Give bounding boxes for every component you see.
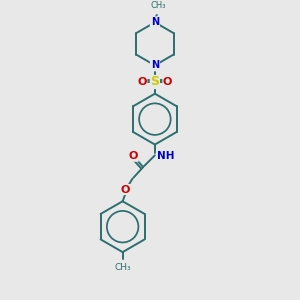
Text: S: S [150,76,159,88]
Text: N: N [151,17,159,27]
Text: N: N [151,60,159,70]
Text: O: O [121,184,130,194]
Text: CH₃: CH₃ [150,1,166,10]
Text: O: O [163,77,172,87]
Text: O: O [129,151,138,161]
Text: O: O [137,77,147,87]
Text: NH: NH [157,151,174,161]
Text: CH₃: CH₃ [114,263,131,272]
